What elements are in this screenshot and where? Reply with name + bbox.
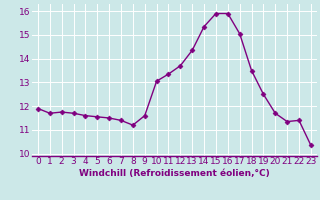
X-axis label: Windchill (Refroidissement éolien,°C): Windchill (Refroidissement éolien,°C) <box>79 169 270 178</box>
